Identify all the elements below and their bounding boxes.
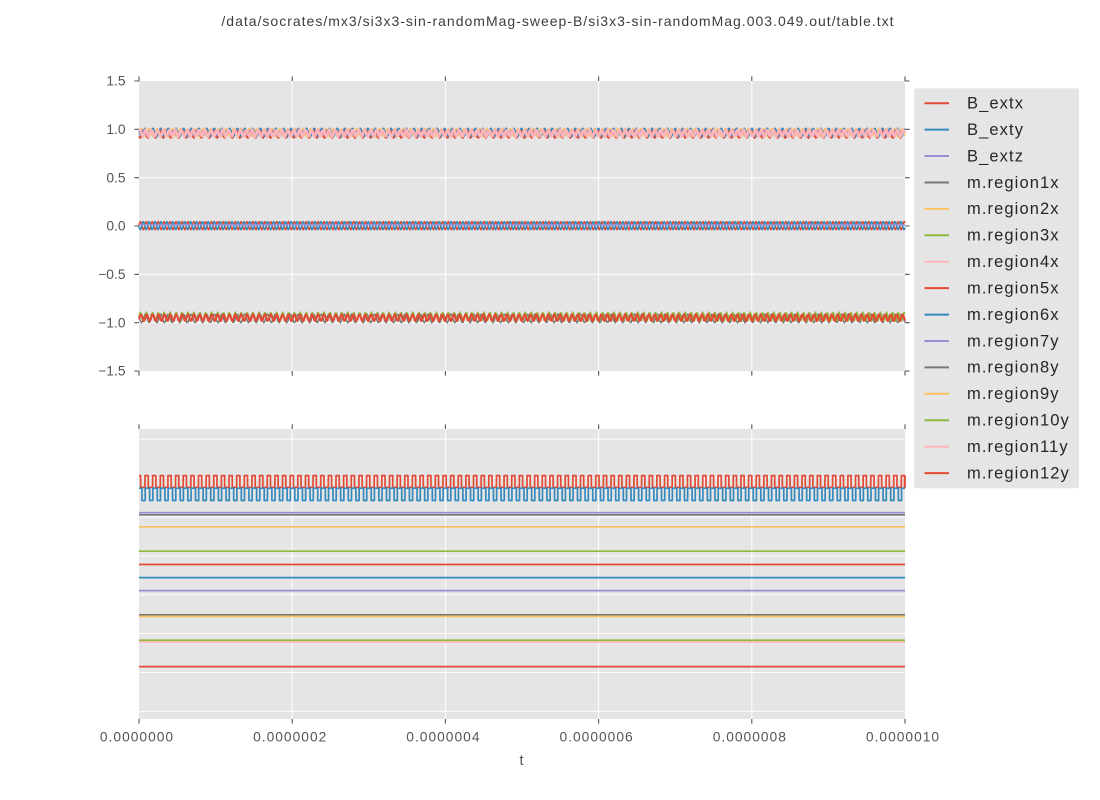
svg-text:0.0: 0.0 [106, 219, 126, 234]
svg-text:m.region8y: m.region8y [967, 359, 1060, 377]
svg-text:0.0000010: 0.0000010 [866, 730, 940, 745]
svg-text:m.region1x: m.region1x [967, 174, 1060, 192]
svg-text:m.region11y: m.region11y [967, 438, 1069, 456]
svg-text:m.region7y: m.region7y [967, 332, 1060, 350]
svg-text:m.region9y: m.region9y [967, 385, 1060, 403]
svg-text:B_extx: B_extx [967, 95, 1024, 113]
svg-text:m.region6x: m.region6x [967, 306, 1060, 324]
svg-text:0.0000004: 0.0000004 [406, 730, 480, 745]
svg-text:0.0000008: 0.0000008 [713, 730, 787, 745]
svg-text:m.region2x: m.region2x [967, 200, 1060, 218]
svg-text:1.5: 1.5 [106, 74, 126, 89]
svg-text:m.region4x: m.region4x [967, 253, 1060, 271]
svg-text:B_exty: B_exty [967, 121, 1024, 139]
svg-text:0.0000002: 0.0000002 [253, 730, 327, 745]
svg-text:−0.5: −0.5 [98, 267, 126, 282]
svg-text:1.0: 1.0 [106, 122, 126, 137]
svg-text:m.region12y: m.region12y [967, 464, 1070, 482]
svg-text:0.5: 0.5 [106, 170, 126, 185]
svg-text:−1.0: −1.0 [98, 315, 126, 330]
svg-text:m.region5x: m.region5x [967, 279, 1060, 297]
svg-text:m.region10y: m.region10y [967, 412, 1070, 430]
svg-text:t: t [519, 753, 523, 769]
svg-text:0.0000006: 0.0000006 [559, 730, 633, 745]
svg-text:m.region3x: m.region3x [967, 227, 1060, 245]
svg-text:B_extz: B_extz [967, 147, 1024, 165]
svg-text:−1.5: −1.5 [98, 364, 126, 379]
svg-text:0.0000000: 0.0000000 [100, 730, 174, 745]
svg-text:/data/socrates/mx3/si3x3-sin-r: /data/socrates/mx3/si3x3-sin-randomMag-s… [221, 13, 894, 29]
